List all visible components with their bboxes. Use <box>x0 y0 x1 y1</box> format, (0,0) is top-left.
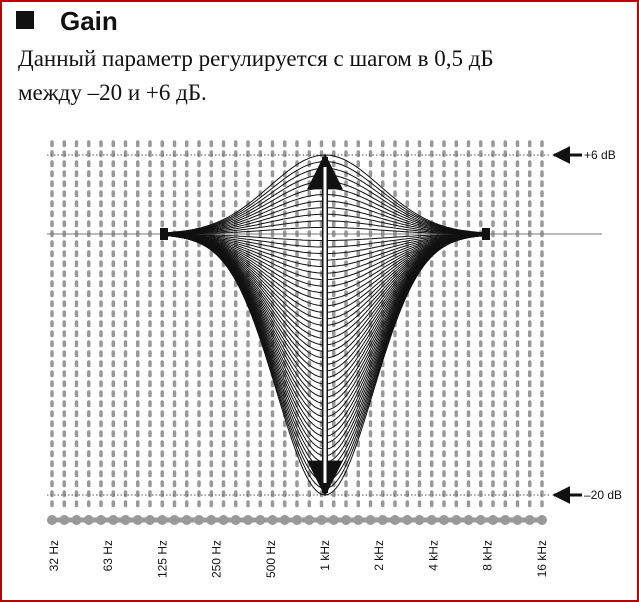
frequency-label: 2 kHz <box>372 540 386 571</box>
axis-dot <box>512 515 523 525</box>
axis-dot <box>439 515 449 525</box>
curve-end <box>160 228 168 240</box>
axis-dot <box>488 515 498 525</box>
axis-dot <box>537 515 547 525</box>
axis-dot <box>206 515 217 525</box>
title-text: Gain <box>60 6 118 36</box>
curve-end <box>482 228 490 240</box>
axis-dot <box>267 515 278 525</box>
axis-dot <box>328 515 339 525</box>
axis-dot <box>500 515 511 525</box>
frequency-label: 32 Hz <box>47 540 61 571</box>
axis-dot <box>292 515 302 525</box>
axis-dot <box>243 515 253 525</box>
axis-dot <box>279 515 290 525</box>
axis-dot <box>451 515 462 525</box>
axis-dot <box>524 515 535 525</box>
axis-dot <box>145 515 155 525</box>
axis-dot <box>353 515 364 525</box>
axis-dot <box>475 515 486 525</box>
axis-dot <box>304 515 315 525</box>
axis-dot <box>120 515 131 525</box>
axis-dot <box>59 515 70 525</box>
frequency-label: 500 Hz <box>264 540 278 578</box>
axis-dot <box>108 515 119 525</box>
frequency-label: 1 kHz <box>318 540 332 571</box>
axis-dot <box>365 515 376 525</box>
axis-dot <box>463 515 474 525</box>
axis-dot <box>47 515 57 525</box>
frequency-label: 125 Hz <box>155 540 169 578</box>
frequency-label: 63 Hz <box>101 540 115 571</box>
frequency-label: 4 kHz <box>426 540 440 571</box>
level-label: +6 dB <box>584 148 616 162</box>
body-line: между –20 и +6 дБ. <box>18 80 207 105</box>
section-title: Gain <box>16 6 118 37</box>
axis-dot <box>341 515 351 525</box>
axis-dot <box>230 515 241 525</box>
frequency-label: 8 kHz <box>481 540 495 571</box>
axis-dot <box>218 515 229 525</box>
level-label: –20 dB <box>584 488 622 502</box>
axis-dot <box>83 515 94 525</box>
axis-dot <box>96 515 106 525</box>
axis-dot <box>132 515 143 525</box>
axis-dot <box>181 515 192 525</box>
axis-dot <box>377 515 388 525</box>
axis-dot <box>426 515 437 525</box>
axis-dot <box>316 515 327 525</box>
axis-dot <box>390 515 400 525</box>
axis-dot <box>71 515 82 525</box>
axis-dot <box>402 515 413 525</box>
axis-dot <box>414 515 425 525</box>
axis-dot <box>157 515 168 525</box>
axis-dot <box>169 515 180 525</box>
body-line: Данный параметр регулируется с шагом в 0… <box>18 46 494 71</box>
axis-dot <box>194 515 204 525</box>
frequency-label: 16 kHz <box>535 540 549 577</box>
axis-dot <box>255 515 266 525</box>
frequency-label: 250 Hz <box>210 540 224 578</box>
